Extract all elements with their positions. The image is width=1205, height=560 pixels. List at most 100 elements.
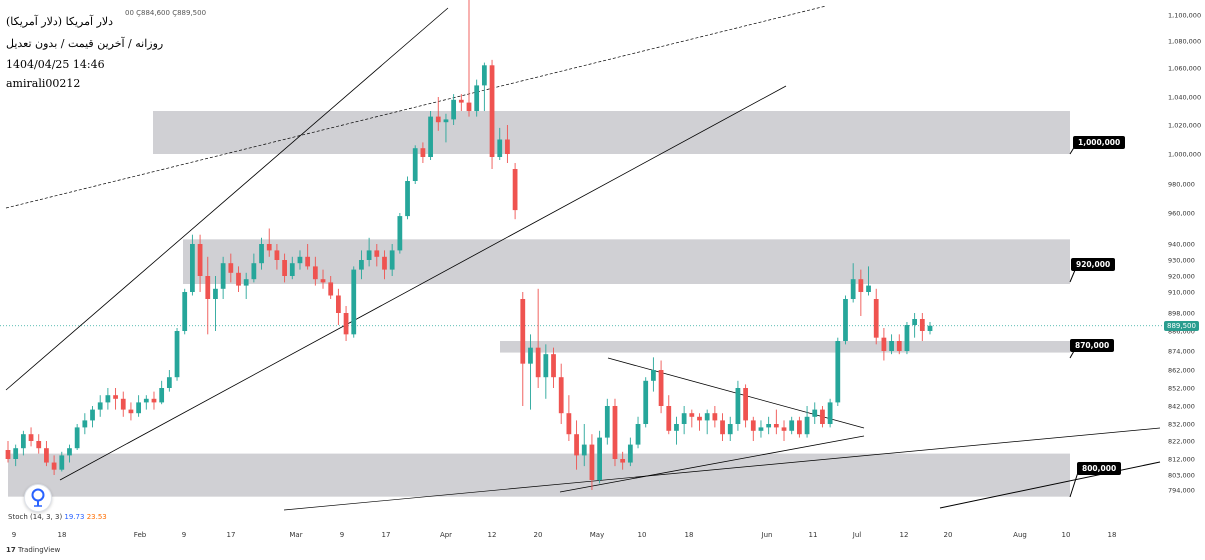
candle[interactable]	[858, 269, 864, 316]
candle[interactable]	[505, 125, 510, 163]
candle[interactable]	[512, 163, 518, 220]
candle[interactable]	[412, 145, 418, 184]
trendline-0[interactable]	[5, 7, 449, 391]
candle[interactable]	[781, 420, 787, 441]
candle[interactable]	[835, 337, 841, 406]
candle[interactable]	[812, 402, 818, 424]
candle[interactable]	[374, 244, 380, 267]
candle[interactable]	[82, 413, 88, 435]
candle[interactable]	[704, 409, 710, 435]
candle[interactable]	[535, 288, 541, 388]
candle[interactable]	[435, 97, 441, 131]
candle[interactable]	[866, 266, 871, 296]
candle[interactable]	[635, 416, 641, 449]
candle[interactable]	[789, 416, 795, 435]
candle[interactable]	[712, 406, 718, 428]
candle[interactable]	[474, 79, 480, 117]
candle[interactable]	[151, 391, 157, 410]
candle[interactable]	[243, 272, 249, 299]
candle[interactable]	[773, 409, 779, 435]
candle[interactable]	[336, 288, 341, 325]
candle[interactable]	[620, 451, 626, 470]
candle[interactable]	[366, 237, 372, 267]
candle[interactable]	[927, 322, 933, 335]
candle[interactable]	[44, 441, 49, 467]
candle[interactable]	[743, 384, 748, 428]
candle[interactable]	[451, 94, 457, 125]
candle[interactable]	[528, 334, 533, 410]
candle[interactable]	[420, 142, 426, 163]
candle[interactable]	[697, 413, 702, 431]
candle[interactable]	[489, 59, 495, 169]
logo-button[interactable]	[24, 484, 52, 512]
candle[interactable]	[873, 288, 879, 345]
candle[interactable]	[443, 113, 449, 143]
candle[interactable]	[597, 430, 602, 484]
candle[interactable]	[881, 328, 887, 361]
candle[interactable]	[804, 406, 810, 438]
candle[interactable]	[205, 256, 211, 335]
candle[interactable]	[727, 416, 733, 441]
candle[interactable]	[896, 334, 902, 355]
candle[interactable]	[674, 416, 679, 445]
candle[interactable]	[766, 416, 772, 435]
candle[interactable]	[843, 295, 848, 345]
candle[interactable]	[343, 306, 349, 341]
candle[interactable]	[305, 244, 311, 270]
candle[interactable]	[328, 276, 334, 299]
candle[interactable]	[397, 213, 403, 254]
candle[interactable]	[566, 395, 572, 441]
zone-label-2[interactable]: 870,000	[1070, 339, 1115, 352]
candle[interactable]	[67, 444, 72, 463]
candle[interactable]	[558, 363, 564, 424]
candle[interactable]	[51, 455, 57, 475]
candle[interactable]	[228, 253, 234, 283]
candle[interactable]	[128, 402, 134, 421]
candle[interactable]	[297, 250, 303, 270]
candle[interactable]	[604, 398, 610, 445]
candle[interactable]	[466, 0, 472, 117]
candle[interactable]	[320, 269, 326, 289]
candle[interactable]	[105, 388, 111, 410]
candle[interactable]	[389, 244, 395, 276]
candle[interactable]	[497, 127, 503, 160]
candle[interactable]	[797, 416, 802, 438]
candle[interactable]	[97, 395, 103, 417]
candle[interactable]	[543, 344, 549, 399]
candle[interactable]	[651, 357, 656, 392]
candle[interactable]	[259, 237, 264, 270]
candle[interactable]	[735, 380, 741, 431]
zone-label-1[interactable]: 920,000	[1071, 258, 1116, 271]
candle[interactable]	[197, 234, 203, 292]
candle[interactable]	[681, 406, 687, 435]
candle[interactable]	[689, 409, 695, 428]
candle[interactable]	[136, 395, 141, 417]
candle[interactable]	[289, 256, 295, 280]
candle[interactable]	[643, 377, 649, 428]
candle[interactable]	[282, 253, 287, 283]
candle[interactable]	[220, 256, 226, 299]
candle[interactable]	[90, 406, 95, 428]
candle[interactable]	[405, 176, 410, 220]
zone-3[interactable]	[8, 453, 1070, 497]
candle[interactable]	[458, 94, 464, 111]
candle[interactable]	[428, 111, 433, 160]
candle[interactable]	[589, 434, 595, 490]
candle[interactable]	[182, 288, 188, 335]
candle[interactable]	[351, 266, 357, 338]
candle[interactable]	[213, 276, 218, 331]
candle[interactable]	[13, 444, 19, 467]
candle[interactable]	[581, 424, 587, 467]
candle[interactable]	[481, 62, 487, 111]
candle[interactable]	[889, 334, 894, 355]
candle[interactable]	[166, 370, 172, 392]
candle[interactable]	[190, 234, 195, 296]
trendline-2[interactable]	[5, 5, 827, 209]
candle[interactable]	[912, 313, 918, 338]
candle[interactable]	[120, 391, 126, 417]
candle[interactable]	[827, 398, 833, 428]
candle[interactable]	[612, 398, 618, 467]
candle[interactable]	[627, 437, 633, 467]
candle[interactable]	[74, 424, 80, 450]
candle[interactable]	[359, 250, 364, 280]
